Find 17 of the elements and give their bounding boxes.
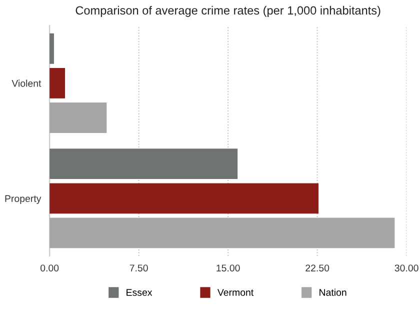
bar xyxy=(50,68,66,98)
legend-label: Nation xyxy=(320,288,346,296)
legend-label: Vermont xyxy=(217,289,254,296)
chart-title: Comparison of average crime rates (per 1,000 inhabitants) xyxy=(76,6,380,17)
y-tick-label: Property xyxy=(5,195,42,204)
legend-label: Essex xyxy=(126,289,152,296)
x-tick-label: 30.00 xyxy=(394,264,418,272)
x-tick-label: 22.50 xyxy=(306,264,330,272)
x-tick-label: 15.00 xyxy=(216,264,240,272)
bar xyxy=(50,33,54,64)
x-tick-label: 7.50 xyxy=(130,264,148,272)
y-tick-label: Violent xyxy=(12,80,42,87)
bar xyxy=(50,148,238,180)
bar xyxy=(50,218,395,248)
bar xyxy=(50,102,107,133)
x-tick-label: 0.00 xyxy=(40,264,59,272)
bar xyxy=(50,183,318,214)
